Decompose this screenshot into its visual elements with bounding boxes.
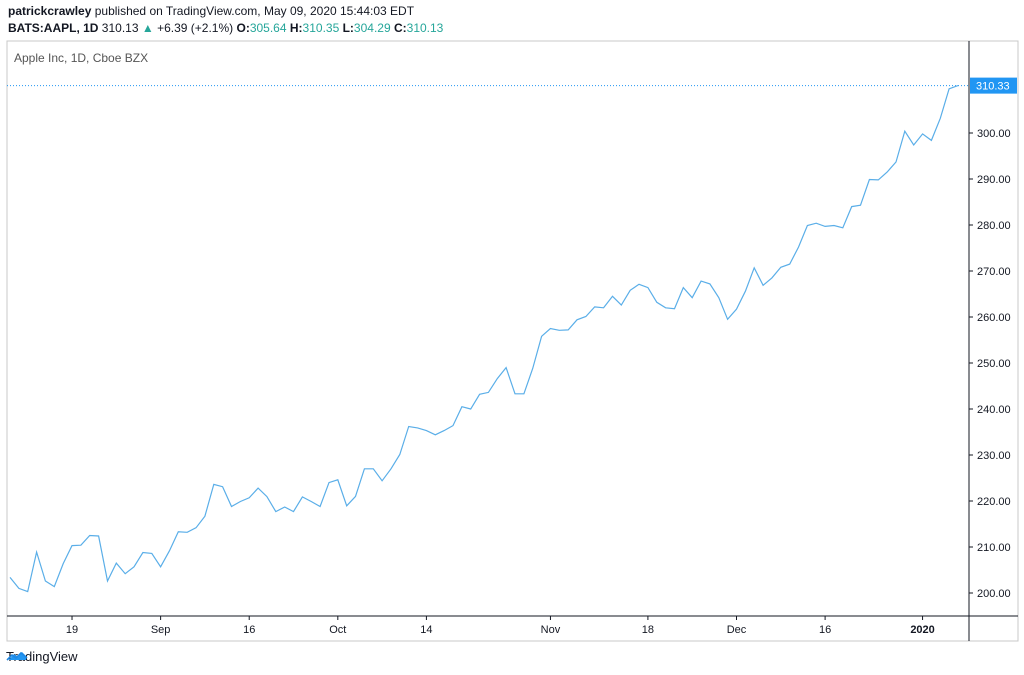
x-tick-label: Dec xyxy=(727,624,747,636)
close-label: C: xyxy=(393,21,407,35)
y-tick-label: 260.00 xyxy=(977,312,1011,324)
x-tick-label: 16 xyxy=(819,624,831,636)
publication-header: patrickcrawley published on TradingView.… xyxy=(8,4,414,19)
author-name[interactable]: patrickcrawley xyxy=(8,4,92,18)
ohlc-status-line: BATS:AAPL, 1D 310.13 ▲ +6.39 (+2.1%) O:3… xyxy=(8,21,443,36)
x-tick-label: 2020 xyxy=(910,624,934,636)
low-label: L: xyxy=(342,21,354,35)
tradingview-cloud-icon xyxy=(6,651,28,661)
x-tick-label: Sep xyxy=(151,624,171,636)
low-value: 304.29 xyxy=(353,21,391,35)
up-arrow-icon: ▲ xyxy=(141,21,154,35)
y-tick-label: 240.00 xyxy=(977,404,1011,416)
y-tick-label: 210.00 xyxy=(977,542,1011,554)
last-price: 310.13 xyxy=(101,21,139,35)
y-tick-label: 280.00 xyxy=(977,220,1011,232)
published-text: published on TradingView.com, May 09, 20… xyxy=(94,4,415,18)
high-label: H: xyxy=(289,21,303,35)
tradingview-brand[interactable]: TradingView xyxy=(6,649,78,664)
footer-branding: TradingView xyxy=(6,649,78,664)
change-value: +6.39 (+2.1%) xyxy=(157,21,234,35)
x-tick-label: 14 xyxy=(420,624,432,636)
chart-area[interactable]: Apple Inc, 1D, Cboe BZX 200.00 210.00 220.0… xyxy=(6,40,1019,642)
y-tick-label: 270.00 xyxy=(977,266,1011,278)
chart-legend-title: Apple Inc, 1D, Cboe BZX xyxy=(14,51,148,65)
x-tick-label: 16 xyxy=(243,624,255,636)
chart-border xyxy=(6,40,1019,642)
x-tick-label: Oct xyxy=(329,624,346,636)
symbol-label: BATS:AAPL, 1D xyxy=(8,21,99,35)
open-label: O: xyxy=(236,21,250,35)
price-chart[interactable]: Apple Inc, 1D, Cboe BZX 200.00 210.00 220.0… xyxy=(6,40,1019,642)
y-tick-label: 250.00 xyxy=(977,358,1011,370)
open-value: 305.64 xyxy=(249,21,287,35)
y-tick-label: 300.00 xyxy=(977,128,1011,140)
x-tick-label: Nov xyxy=(541,624,561,636)
x-tick-label: 18 xyxy=(642,624,654,636)
price-series-line[interactable] xyxy=(9,85,959,593)
close-value: 310.13 xyxy=(406,21,444,35)
y-tick-label: 290.00 xyxy=(977,174,1011,186)
x-tick-label: 19 xyxy=(66,624,78,636)
high-value: 310.35 xyxy=(302,21,340,35)
y-tick-label: 230.00 xyxy=(977,450,1011,462)
y-tick-label: 200.00 xyxy=(977,588,1011,600)
last-price-tag-label: 310.33 xyxy=(976,81,1010,93)
last-price-tag xyxy=(970,77,1017,94)
y-tick-label: 220.00 xyxy=(977,496,1011,508)
